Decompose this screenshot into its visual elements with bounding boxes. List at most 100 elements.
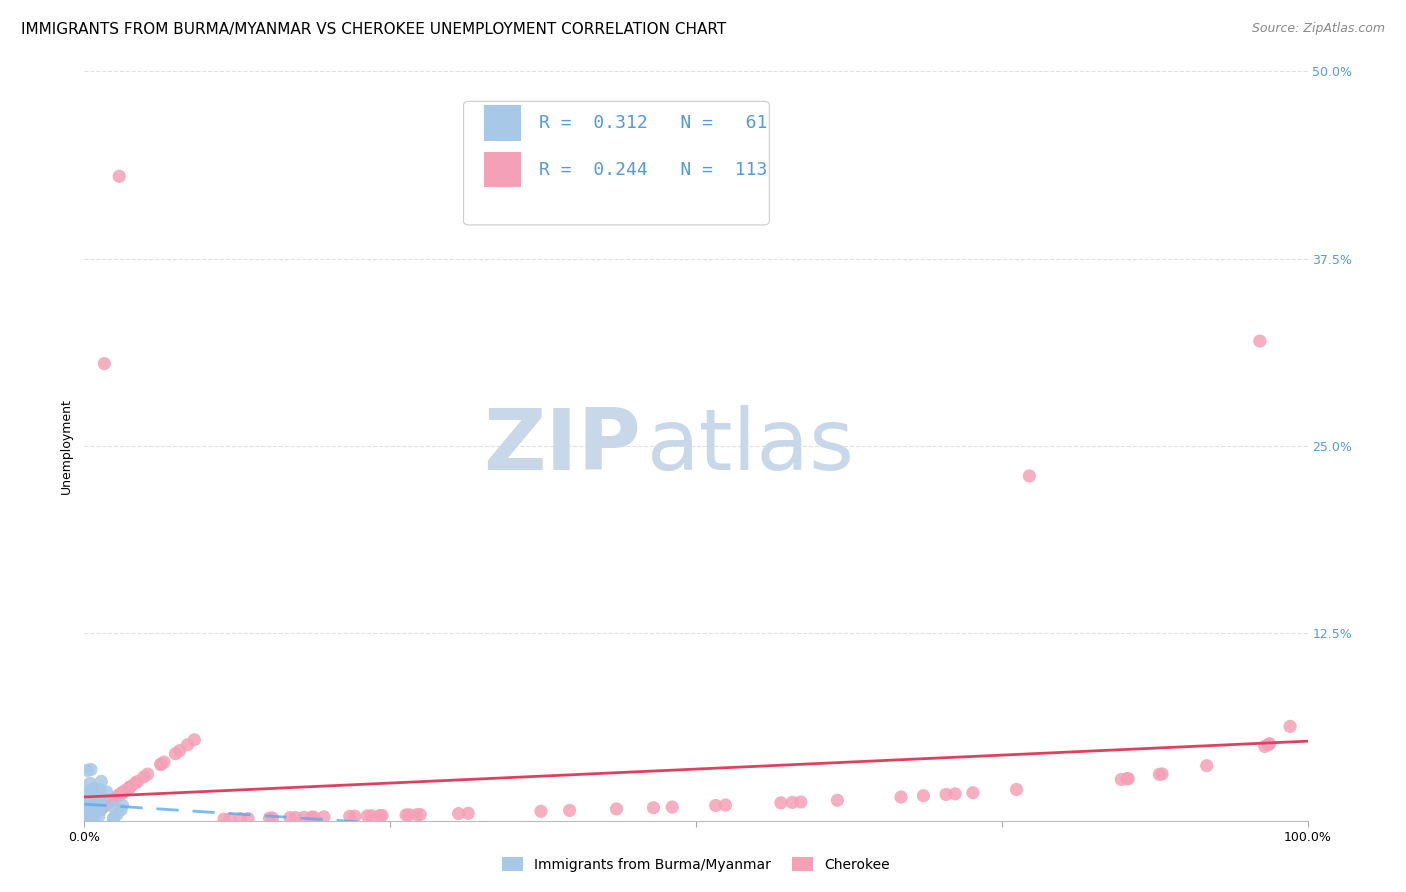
Point	[86, 804, 108, 818]
Point	[91, 800, 114, 814]
Point	[86, 805, 108, 819]
Point	[111, 786, 134, 800]
Point	[558, 804, 581, 818]
Point	[79, 807, 101, 822]
Point	[124, 776, 146, 790]
Point	[108, 169, 131, 184]
Point	[82, 811, 104, 825]
Legend: Immigrants from Burma/Myanmar, Cherokee: Immigrants from Burma/Myanmar, Cherokee	[496, 852, 896, 878]
Point	[1149, 767, 1171, 781]
Point	[76, 811, 98, 825]
Point	[80, 793, 103, 807]
Point	[77, 791, 100, 805]
Point	[80, 790, 103, 805]
Point	[83, 794, 105, 808]
Point	[76, 812, 98, 826]
Point	[93, 357, 115, 371]
Point	[82, 807, 104, 822]
Point	[75, 812, 97, 826]
Point	[77, 795, 100, 809]
Point	[1195, 758, 1218, 772]
Point	[75, 807, 97, 822]
Point	[76, 810, 98, 824]
Point	[714, 798, 737, 813]
Point	[76, 806, 98, 821]
Point	[169, 744, 191, 758]
Point	[91, 800, 114, 814]
Point	[76, 764, 98, 778]
Point	[75, 812, 97, 826]
Point	[82, 807, 104, 822]
Point	[103, 800, 125, 814]
Point	[86, 804, 108, 818]
Point	[1116, 772, 1139, 786]
Text: IMMIGRANTS FROM BURMA/MYANMAR VS CHEROKEE UNEMPLOYMENT CORRELATION CHART: IMMIGRANTS FROM BURMA/MYANMAR VS CHEROKE…	[21, 22, 727, 37]
Point	[110, 787, 132, 801]
Point	[87, 809, 110, 823]
Point	[371, 808, 394, 822]
Point	[77, 812, 100, 826]
Point	[80, 805, 103, 820]
Point	[105, 807, 128, 822]
Y-axis label: Unemployment: Unemployment	[60, 398, 73, 494]
Point	[259, 811, 281, 825]
Point	[80, 763, 103, 777]
Point	[87, 804, 110, 818]
Point	[75, 812, 97, 826]
Point	[890, 790, 912, 805]
Point	[76, 794, 98, 808]
Point	[75, 796, 97, 810]
Point	[75, 812, 97, 826]
Point	[76, 804, 98, 818]
Point	[1258, 737, 1281, 751]
Point	[82, 807, 104, 822]
Point	[82, 807, 104, 822]
Point	[105, 789, 128, 804]
Point	[82, 807, 104, 822]
Point	[262, 811, 284, 825]
Point	[84, 805, 107, 820]
Point	[80, 808, 103, 822]
Point	[75, 812, 97, 826]
FancyBboxPatch shape	[484, 152, 522, 187]
Point	[101, 793, 124, 807]
Point	[96, 785, 118, 799]
Point	[84, 804, 107, 818]
Point	[75, 812, 97, 826]
Point	[82, 807, 104, 822]
Point	[1111, 772, 1133, 787]
Point	[912, 789, 935, 803]
Point	[76, 787, 98, 801]
Point	[90, 802, 112, 816]
Point	[1249, 334, 1271, 348]
Point	[79, 810, 101, 824]
Point	[661, 800, 683, 814]
Point	[395, 808, 418, 822]
Point	[87, 803, 110, 817]
Point	[80, 799, 103, 814]
Point	[360, 809, 382, 823]
Point	[110, 803, 132, 817]
Point	[176, 738, 198, 752]
Point	[89, 782, 111, 797]
Point	[301, 810, 323, 824]
Point	[80, 812, 103, 826]
Point	[150, 757, 173, 772]
Point	[76, 812, 98, 826]
Point	[312, 810, 335, 824]
Point	[356, 809, 378, 823]
Point	[103, 811, 125, 825]
Point	[79, 805, 101, 820]
Point	[80, 793, 103, 807]
Point	[83, 806, 105, 821]
Point	[935, 788, 957, 802]
Point	[120, 780, 142, 794]
Point	[136, 767, 159, 781]
Point	[80, 788, 103, 802]
Point	[98, 795, 121, 809]
Point	[183, 732, 205, 747]
Point	[115, 782, 138, 797]
Point	[82, 802, 104, 816]
Point	[118, 780, 141, 794]
Point	[84, 805, 107, 819]
